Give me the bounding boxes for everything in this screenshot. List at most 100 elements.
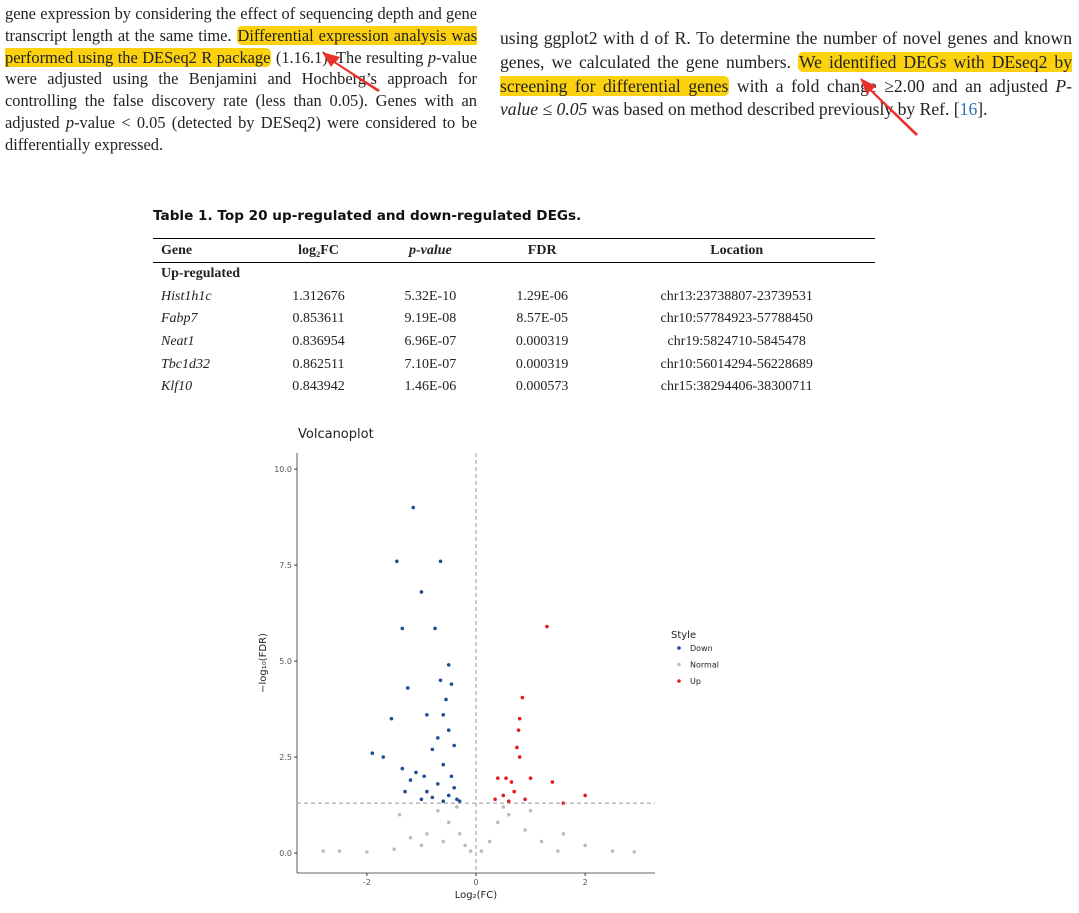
column-header: Location (598, 238, 875, 263)
text: with a fold change ≥2.00 and an adjusted (729, 75, 1056, 96)
table-cell: chr10:56014294-56228689 (660, 356, 813, 372)
data-point (370, 751, 375, 756)
table-cell: 7.10E-07 (404, 356, 457, 372)
data-point (496, 820, 500, 825)
table-cell: 0.843942 (292, 379, 345, 395)
table-cell: 9.19E-08 (404, 311, 457, 327)
table-cell: 0.862511 (292, 356, 345, 372)
legend-label: Up (690, 677, 701, 686)
table-row: Neat1 0.836954 6.96E-07 0.000319 chr19:58247… (153, 331, 875, 354)
data-point (441, 762, 446, 767)
data-point (419, 843, 424, 848)
data-point (438, 559, 443, 564)
column-header: log₂FC (262, 238, 375, 263)
right-paragraph: using ggplot2 with d of R. To determine … (500, 27, 1072, 122)
data-point (419, 797, 424, 802)
data-point (501, 805, 506, 809)
x-tick-label: -2 (363, 878, 371, 887)
table-cell: 1.312676 (292, 288, 345, 304)
table-row: Fabp7 0.853611 9.19E-08 8.57E-05 chr10:57784… (153, 308, 875, 331)
chart-title: Volcanoplot (298, 427, 374, 442)
data-point (446, 793, 451, 798)
data-point (583, 793, 587, 798)
table-cell: Neat1 (161, 334, 195, 350)
data-point (517, 755, 522, 759)
y-tick-label: 5.0 (279, 657, 292, 666)
table-cell: Klf10 (161, 379, 193, 395)
data-point (468, 849, 473, 853)
data-point (365, 850, 369, 854)
data-point (506, 812, 511, 817)
table-row: Klf10 0.843942 1.46E-06 0.000573 chr15:38294… (153, 376, 875, 399)
table-cell: 0.836954 (292, 334, 345, 350)
data-point (446, 728, 451, 732)
data-point (446, 820, 451, 825)
x-tick-label: 2 (583, 878, 588, 887)
y-tick-label: 10.0 (274, 465, 292, 474)
text: (1.16.1). The resulting (271, 47, 428, 67)
data-point (422, 774, 426, 779)
table-cell: chr13:23738807-23739531 (660, 288, 813, 304)
data-point (441, 713, 446, 717)
data-point (455, 797, 459, 802)
data-point (632, 850, 637, 854)
data-point (506, 799, 511, 804)
table-cell: Tbc1d32 (161, 356, 210, 372)
data-point (441, 839, 446, 844)
legend-title: Style (671, 630, 696, 641)
legend-swatch (677, 646, 681, 650)
section-row: Up-regulated (153, 263, 875, 286)
table-row: Hist1h1c 1.312676 5.32E-10 1.29E-06 chr13:23… (153, 286, 875, 309)
data-point (452, 785, 456, 790)
column-header: p-value (374, 238, 486, 263)
x-axis-label: Log₂(FC) (455, 890, 498, 901)
data-point (517, 716, 522, 721)
left-paragraph: gene expression by considering the effec… (5, 3, 478, 156)
table-cell: 1.29E-06 (516, 288, 569, 304)
table-cell: chr19:5824710-5845478 (667, 334, 806, 350)
data-point (430, 795, 435, 800)
data-point (433, 626, 437, 631)
data-point (430, 747, 435, 752)
data-point (452, 743, 456, 748)
data-point (405, 686, 410, 690)
data-point (321, 849, 325, 853)
data-point (411, 505, 416, 510)
data-point (556, 849, 560, 853)
data-point (528, 776, 533, 780)
section-label: Up-regulated (161, 266, 241, 282)
data-point (457, 799, 462, 804)
data-point (610, 849, 615, 853)
data-point (515, 745, 519, 750)
data-point (501, 793, 506, 798)
table-cell: 8.57E-05 (516, 311, 569, 327)
data-point (463, 843, 467, 848)
text: p (427, 47, 437, 67)
y-tick-label: 7.5 (279, 561, 292, 570)
data-point (441, 799, 446, 804)
header-row: Gene log₂FC p-value FDR Location (153, 238, 875, 263)
data-point (425, 789, 429, 794)
data-point (583, 843, 587, 848)
data-point (504, 776, 508, 780)
data-point (419, 590, 424, 594)
table-cell: 1.46E-06 (404, 379, 457, 395)
data-point (528, 809, 533, 813)
table-cell: 6.96E-07 (404, 334, 457, 350)
data-point (400, 626, 405, 631)
y-tick-label: 0.0 (279, 849, 292, 858)
data-point (512, 789, 517, 794)
table-caption: Table 1. Top 20 up-regulated and down-re… (153, 208, 582, 224)
column-header: FDR (485, 238, 599, 263)
citation-link[interactable]: 16 (959, 99, 978, 120)
y-axis-label: −log₁₀(FDR) (258, 633, 269, 693)
data-point (493, 797, 497, 802)
data-point (516, 728, 521, 732)
table-cell: 5.32E-10 (404, 288, 457, 304)
data-point (381, 755, 386, 759)
table-cell: 0.000319 (515, 334, 569, 350)
data-point (395, 559, 399, 564)
data-point (438, 678, 443, 683)
text: p (65, 112, 75, 132)
